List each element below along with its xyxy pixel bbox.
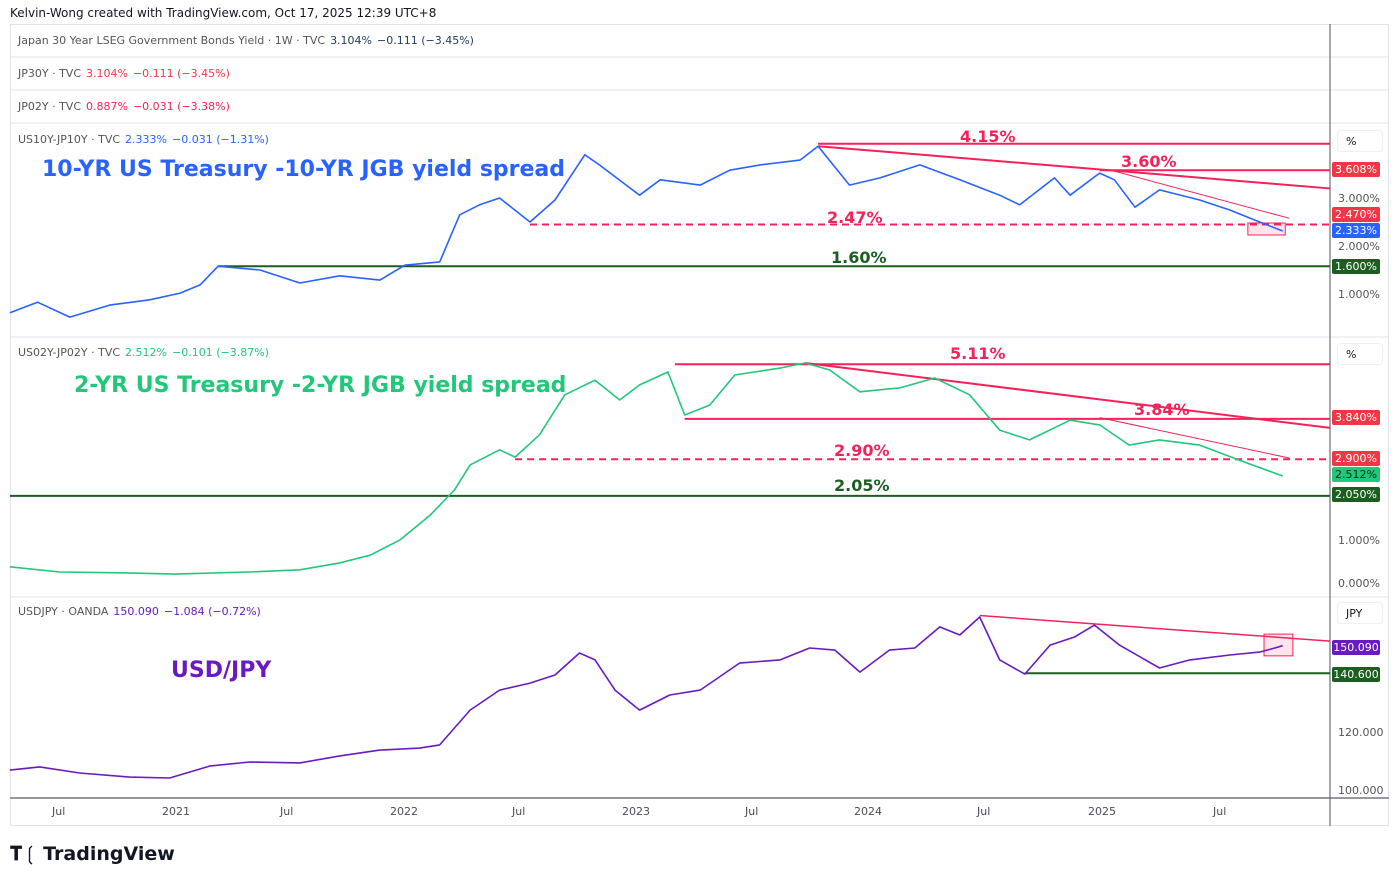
legend-last: 0.887% [86, 100, 128, 113]
tv-logo-icon: 𝐓❲ [10, 843, 39, 865]
trendline-pane2 [804, 361, 1331, 429]
price-tag-150-090: 150.090 [1332, 640, 1380, 655]
series-line-usdjpy [9, 616, 1283, 779]
axis-label: 2.000% [1338, 240, 1380, 253]
legend-change: −0.111 (−3.45%) [132, 67, 230, 80]
legend-symbol: US02Y-JP02Y · TVC [18, 346, 121, 359]
legend-change: −0.111 (−3.45%) [377, 34, 474, 47]
pane2-unit-button[interactable]: % [1337, 343, 1383, 365]
time-label: 2022 [390, 805, 418, 818]
legend-last: 150.090 [113, 605, 159, 618]
price-tag-2-050: 2.050% [1332, 487, 1380, 502]
legend-change: −1.084 (−0.72%) [163, 605, 261, 618]
time-label: Jul [977, 805, 991, 818]
trendline-arrow-pane1 [1114, 170, 1290, 219]
axis-label: 120.000 [1338, 726, 1384, 739]
credit-line: Kelvin-Wong created with TradingView.com… [10, 6, 437, 20]
time-label: Jul [1213, 805, 1227, 818]
legend-last: 3.104% [330, 34, 373, 47]
time-label: Jul [745, 805, 759, 818]
legend-row-jp02y[interactable]: JP02Y · TVC 0.887% −0.031 (−3.38%) [18, 100, 235, 113]
legend-us02y-jp02y[interactable]: US02Y-JP02Y · TVC 2.512% −0.101 (−3.87%) [18, 346, 274, 359]
time-label: 2025 [1088, 805, 1116, 818]
time-label: 2021 [162, 805, 190, 818]
price-tag-2-900: 2.900% [1332, 451, 1380, 466]
time-label: Jul [512, 805, 526, 818]
tradingview-logo[interactable]: 𝐓❲ TradingView [10, 843, 175, 865]
legend-last: 3.104% [86, 67, 128, 80]
legend-change: −0.101 (−3.87%) [172, 346, 269, 359]
price-tag-2-333: 2.333% [1332, 223, 1380, 238]
price-tag-2-470: 2.470% [1332, 207, 1380, 222]
axis-label: 0.000% [1338, 577, 1380, 590]
annotation-4-15: 4.15% [960, 127, 1016, 146]
axis-label: 3.000% [1338, 192, 1380, 205]
legend-symbol: USDJPY · OANDA [18, 605, 109, 618]
time-label: 2024 [854, 805, 882, 818]
annotation-3-84: 3.84% [1134, 400, 1190, 419]
pane3-unit-button[interactable]: JPY [1337, 602, 1383, 624]
price-tag-1-600: 1.600% [1332, 259, 1380, 274]
axis-label: 1.000% [1338, 288, 1380, 301]
price-tag-3-608: 3.608% [1332, 162, 1380, 177]
legend-symbol: Japan 30 Year LSEG Government Bonds Yiel… [18, 34, 326, 47]
trendline-pane3 [979, 614, 1331, 642]
pane3-title: USD/JPY [171, 658, 272, 683]
annotation-1-60: 1.60% [831, 248, 887, 267]
legend-us10y-jp10y[interactable]: US10Y-JP10Y · TVC 2.333% −0.031 (−1.31%) [18, 133, 274, 146]
pane2-title: 2-YR US Treasury -2-YR JGB yield spread [74, 373, 567, 398]
legend-symbol: JP30Y · TVC [18, 67, 82, 80]
legend-change: −0.031 (−1.31%) [172, 133, 269, 146]
legend-last: 2.512% [125, 346, 167, 359]
annotation-2-47: 2.47% [827, 208, 883, 227]
annotation-2-05: 2.05% [834, 476, 890, 495]
axis-label: 100.000 [1338, 784, 1384, 797]
legend-usdjpy[interactable]: USDJPY · OANDA 150.090 −1.084 (−0.72%) [18, 605, 266, 618]
legend-symbol: JP02Y · TVC [18, 100, 82, 113]
price-tag-3-840: 3.840% [1332, 410, 1380, 425]
axis-label: 1.000% [1338, 534, 1380, 547]
annotation-2-90: 2.90% [834, 441, 890, 460]
price-tag-2-512: 2.512% [1332, 467, 1380, 482]
annotation-3-60: 3.60% [1121, 152, 1177, 171]
time-label: Jul [280, 805, 294, 818]
series-line-us10y-jp10y [9, 145, 1283, 318]
brand-name: TradingView [43, 843, 175, 865]
chart-frame [10, 24, 1389, 826]
trendline-arrow-pane2 [1099, 417, 1290, 459]
time-label: 2023 [622, 805, 650, 818]
legend-symbol: US10Y-JP10Y · TVC [18, 133, 121, 146]
legend-change: −0.031 (−3.38%) [132, 100, 230, 113]
price-tag-140-600: 140.600 [1332, 667, 1380, 682]
legend-row-jp30-lseg[interactable]: Japan 30 Year LSEG Government Bonds Yiel… [18, 34, 479, 47]
pane1-title: 10-YR US Treasury -10-YR JGB yield sprea… [42, 157, 566, 182]
time-label: Jul [52, 805, 66, 818]
highlight-box-pane3 [1263, 633, 1294, 657]
legend-row-jp30y[interactable]: JP30Y · TVC 3.104% −0.111 (−3.45%) [18, 67, 235, 80]
annotation-5-11: 5.11% [950, 344, 1006, 363]
trendline-pane1 [818, 145, 1331, 190]
highlight-box-pane1 [1247, 222, 1286, 236]
pane1-unit-button[interactable]: % [1337, 130, 1383, 152]
legend-last: 2.333% [125, 133, 167, 146]
